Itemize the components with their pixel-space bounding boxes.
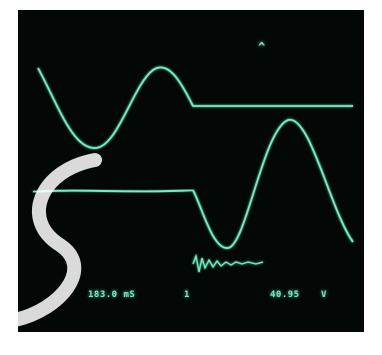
lower-trace (192, 119, 354, 249)
timebase-readout: 183.0 mS (88, 290, 136, 300)
caret-up-icon: ^ (258, 40, 266, 54)
watermark-swirl-icon (8, 153, 102, 327)
voltage-unit: V (321, 290, 327, 300)
damped-oscillation (192, 253, 264, 273)
waveform-display (29, 50, 354, 298)
channel-readout: 1 (184, 290, 190, 300)
voltage-readout: 40.95 (270, 290, 300, 300)
upper-trace (37, 66, 353, 149)
